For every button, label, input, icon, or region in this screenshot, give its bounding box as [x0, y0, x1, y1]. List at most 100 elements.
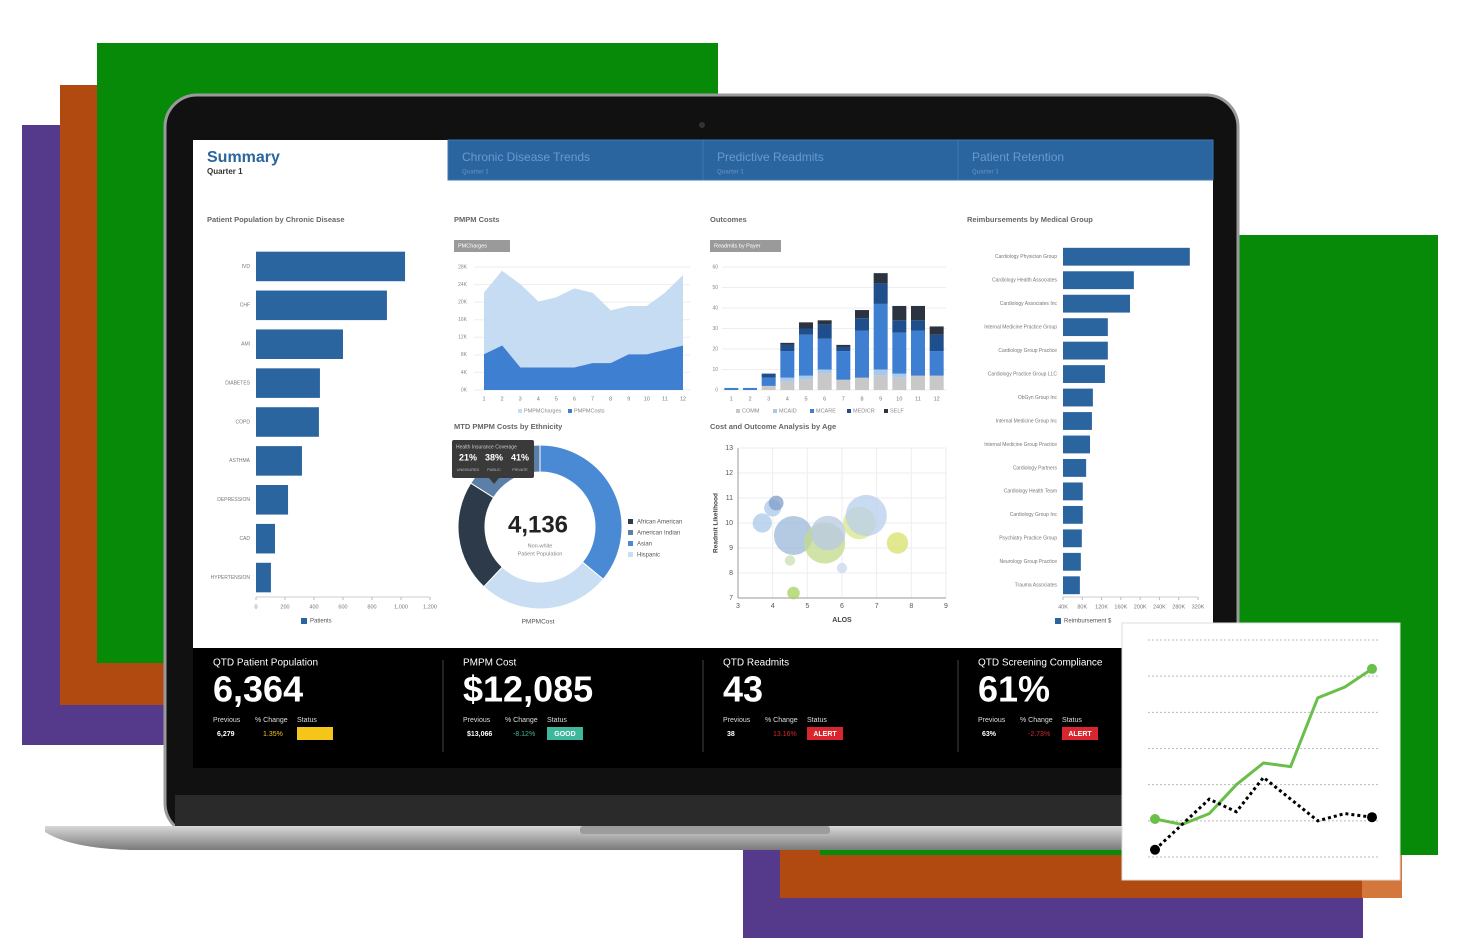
kpi-previous: 6,279	[217, 731, 235, 738]
legend-swatch	[518, 409, 522, 413]
tab-subtitle[interactable]: Quarter 1	[972, 170, 999, 176]
y-tick-label: 20K	[458, 299, 468, 305]
filter-tab	[710, 240, 781, 252]
bubble	[810, 515, 846, 551]
kpi-value: $12,085	[463, 669, 593, 710]
tab[interactable]	[702, 139, 959, 181]
line-point	[1367, 812, 1377, 823]
bar-segment	[799, 328, 813, 335]
legend-label: American Indian	[637, 531, 680, 537]
kpi-label: Status	[807, 717, 827, 724]
bubble	[787, 586, 800, 600]
line-point	[1367, 663, 1377, 674]
bar-segment	[836, 379, 851, 390]
laptop-chin	[175, 795, 1228, 827]
bar	[256, 562, 271, 593]
bar	[1063, 412, 1092, 430]
y-tick-label: 12K	[458, 335, 468, 341]
bar-segment	[817, 369, 832, 374]
tab-subtitle[interactable]: Quarter 1	[717, 170, 744, 176]
tab-subtitle[interactable]: Quarter 1	[207, 167, 243, 176]
y-tick-label: 50	[712, 285, 718, 291]
y-tick-label: Cardiology Health Team	[1004, 489, 1057, 495]
y-tick-label: IVD	[242, 264, 251, 270]
camera	[699, 122, 705, 128]
status-label: ALERT	[1068, 731, 1092, 738]
y-tick-label: Cardiology Health Associates	[992, 278, 1058, 284]
bar	[1063, 318, 1108, 337]
bar	[256, 251, 406, 282]
legend-swatch	[736, 409, 740, 413]
x-tick-label: 1,200	[423, 604, 437, 610]
bar-segment	[799, 375, 813, 380]
center-label: Patient Population	[518, 551, 563, 557]
x-tick-label: 200	[280, 604, 289, 610]
tab[interactable]	[193, 140, 448, 180]
bar	[1063, 388, 1093, 407]
y-tick-label: 13	[725, 445, 733, 452]
bar-segment	[743, 387, 757, 390]
tab[interactable]	[447, 139, 704, 181]
tab-subtitle[interactable]: Quarter 1	[462, 170, 489, 176]
chart-title: Patient Population by Chronic Disease	[207, 215, 345, 224]
x-tick-label: 9	[944, 603, 948, 610]
legend-label: Patients	[310, 619, 332, 625]
x-tick-label: 1	[482, 396, 485, 402]
kpi-label: Previous	[463, 717, 491, 724]
x-tick-label: 6	[823, 396, 826, 402]
bar	[1063, 271, 1134, 290]
x-tick-label: 320K	[1192, 604, 1205, 610]
bar-segment	[929, 351, 944, 376]
x-tick-label: 3	[736, 603, 740, 610]
area-line	[483, 345, 684, 369]
status-badge	[297, 727, 333, 740]
legend-label: MCAID	[779, 408, 797, 414]
legend-swatch	[810, 409, 814, 413]
tab-title[interactable]: Predictive Readmits	[717, 150, 824, 164]
x-tick-label: 6	[573, 396, 576, 402]
kpi-label: Status	[297, 717, 317, 724]
y-tick-label: 30	[712, 326, 718, 332]
filter-label: Readmits by Payer	[714, 243, 761, 249]
y-tick-label: 9	[729, 545, 733, 552]
y-tick-label: Internal Medicine Group Inc	[996, 418, 1058, 424]
bar	[256, 407, 319, 437]
x-tick-label: 9	[879, 396, 882, 402]
bar-segment	[780, 351, 795, 378]
bar-segment	[780, 344, 795, 352]
bar	[1063, 459, 1087, 477]
y-tick-label: 8K	[461, 352, 468, 358]
tab-title[interactable]: Chronic Disease Trends	[462, 150, 590, 164]
bar	[1063, 552, 1081, 571]
bubble	[836, 562, 848, 574]
kpi-previous: 38	[727, 731, 735, 738]
x-tick-label: 3	[519, 396, 522, 402]
bar-segment	[911, 375, 925, 390]
x-tick-label: 12	[680, 396, 686, 402]
x-tick-label: 240K	[1153, 604, 1166, 610]
bar-segment	[799, 334, 813, 376]
x-tick-label: 120K	[1095, 604, 1108, 610]
bubble	[773, 516, 813, 555]
legend-swatch	[628, 519, 633, 524]
y-tick-label: 8	[729, 570, 733, 577]
y-tick-label: 16K	[458, 317, 468, 323]
y-tick-label: Cardiology Associates Inc	[1000, 301, 1058, 307]
tab-title[interactable]: Summary	[207, 149, 280, 166]
y-tick-label: 20	[712, 346, 718, 352]
kpi-value: 6,364	[213, 669, 303, 710]
bar	[1063, 435, 1090, 454]
y-tick-label: DEPRESSION	[217, 497, 250, 503]
y-tick-label: 28K	[458, 264, 468, 270]
legend-label: African American	[637, 520, 682, 526]
tooltip-label: PUBLIC	[487, 468, 501, 472]
kpi-label: Previous	[213, 717, 241, 724]
x-axis-label: ALOS	[832, 617, 852, 624]
tooltip-value: 38%	[485, 452, 503, 462]
tab[interactable]	[957, 139, 1214, 181]
tab-title[interactable]: Patient Retention	[972, 150, 1064, 164]
bar	[1063, 365, 1105, 383]
y-tick-label: 24K	[458, 282, 468, 288]
y-tick-label: 10	[712, 367, 718, 373]
